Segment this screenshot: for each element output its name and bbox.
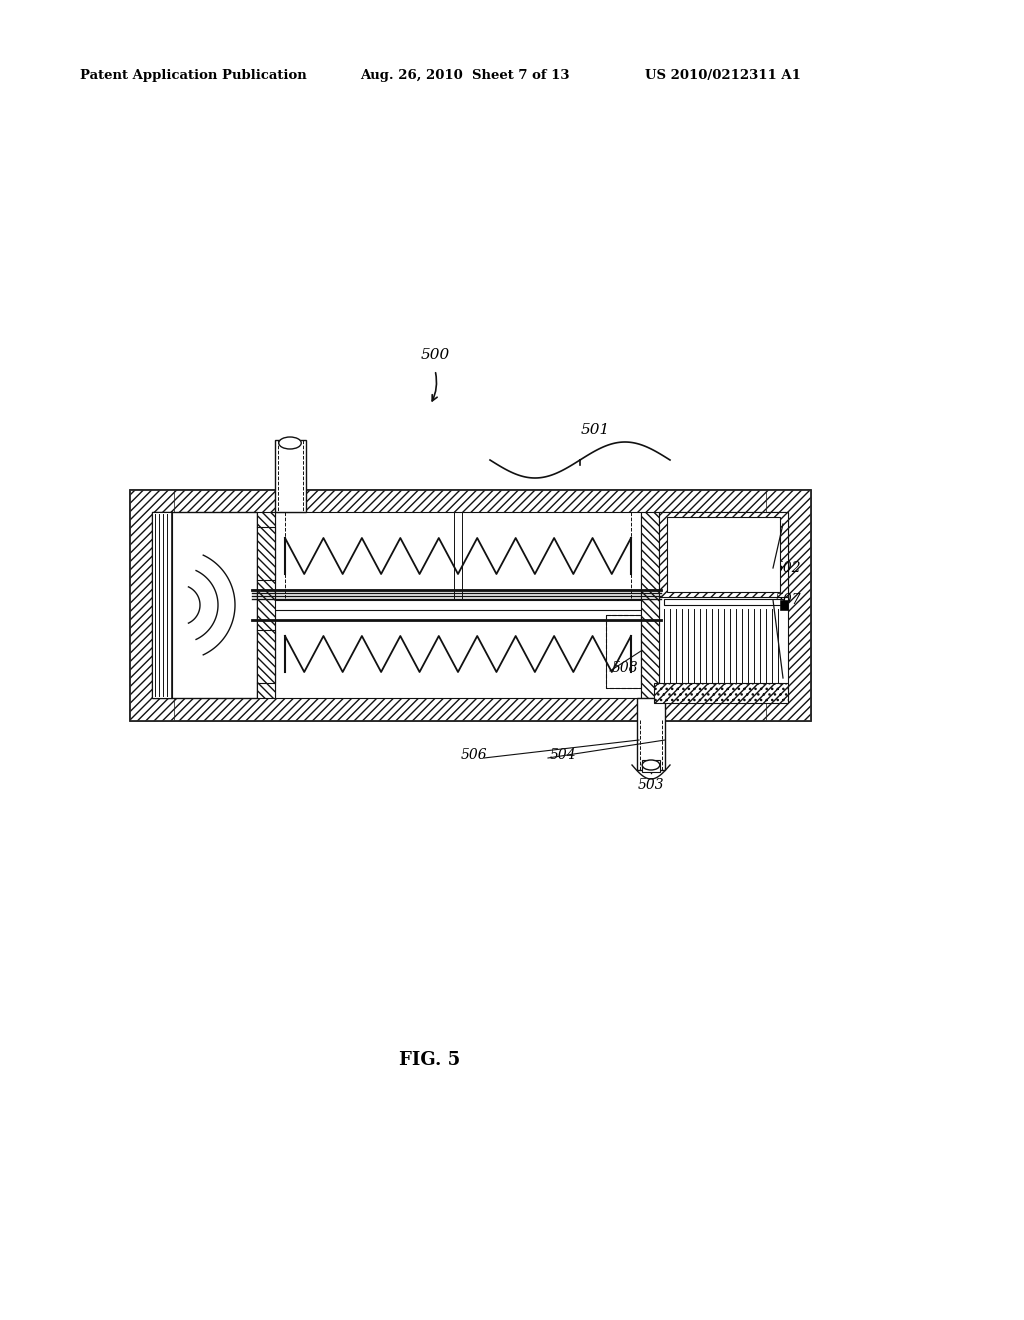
Bar bbox=[641, 512, 659, 698]
Bar bbox=[275, 440, 306, 512]
Bar bbox=[659, 512, 788, 597]
Text: FIG. 5: FIG. 5 bbox=[399, 1051, 461, 1069]
Text: 501: 501 bbox=[581, 422, 609, 437]
Ellipse shape bbox=[279, 437, 301, 449]
Bar bbox=[152, 512, 257, 698]
Text: Aug. 26, 2010  Sheet 7 of 13: Aug. 26, 2010 Sheet 7 of 13 bbox=[360, 69, 569, 82]
Ellipse shape bbox=[642, 760, 659, 770]
Text: 502: 502 bbox=[775, 561, 802, 576]
Bar bbox=[275, 610, 641, 698]
Bar bbox=[780, 601, 788, 610]
Text: Patent Application Publication: Patent Application Publication bbox=[80, 69, 307, 82]
Bar bbox=[654, 682, 788, 704]
Bar bbox=[637, 698, 665, 770]
Bar bbox=[130, 490, 174, 719]
Bar bbox=[606, 615, 641, 688]
Text: 508: 508 bbox=[612, 661, 639, 675]
Text: 504: 504 bbox=[550, 748, 577, 762]
Bar bbox=[642, 760, 660, 772]
Bar bbox=[766, 490, 810, 719]
Text: 507: 507 bbox=[775, 593, 802, 607]
Text: 503: 503 bbox=[638, 777, 665, 792]
Bar bbox=[130, 490, 810, 719]
Bar bbox=[257, 512, 275, 698]
Bar bbox=[275, 512, 641, 601]
Bar bbox=[667, 517, 780, 591]
Bar bbox=[664, 599, 783, 605]
Text: 506: 506 bbox=[461, 748, 487, 762]
Bar bbox=[130, 698, 810, 719]
Bar bbox=[606, 615, 641, 688]
Bar bbox=[454, 512, 462, 601]
Text: US 2010/0212311 A1: US 2010/0212311 A1 bbox=[645, 69, 801, 82]
Bar bbox=[659, 512, 788, 698]
Bar bbox=[130, 490, 810, 512]
Bar bbox=[152, 512, 172, 698]
Text: 500: 500 bbox=[421, 348, 450, 362]
